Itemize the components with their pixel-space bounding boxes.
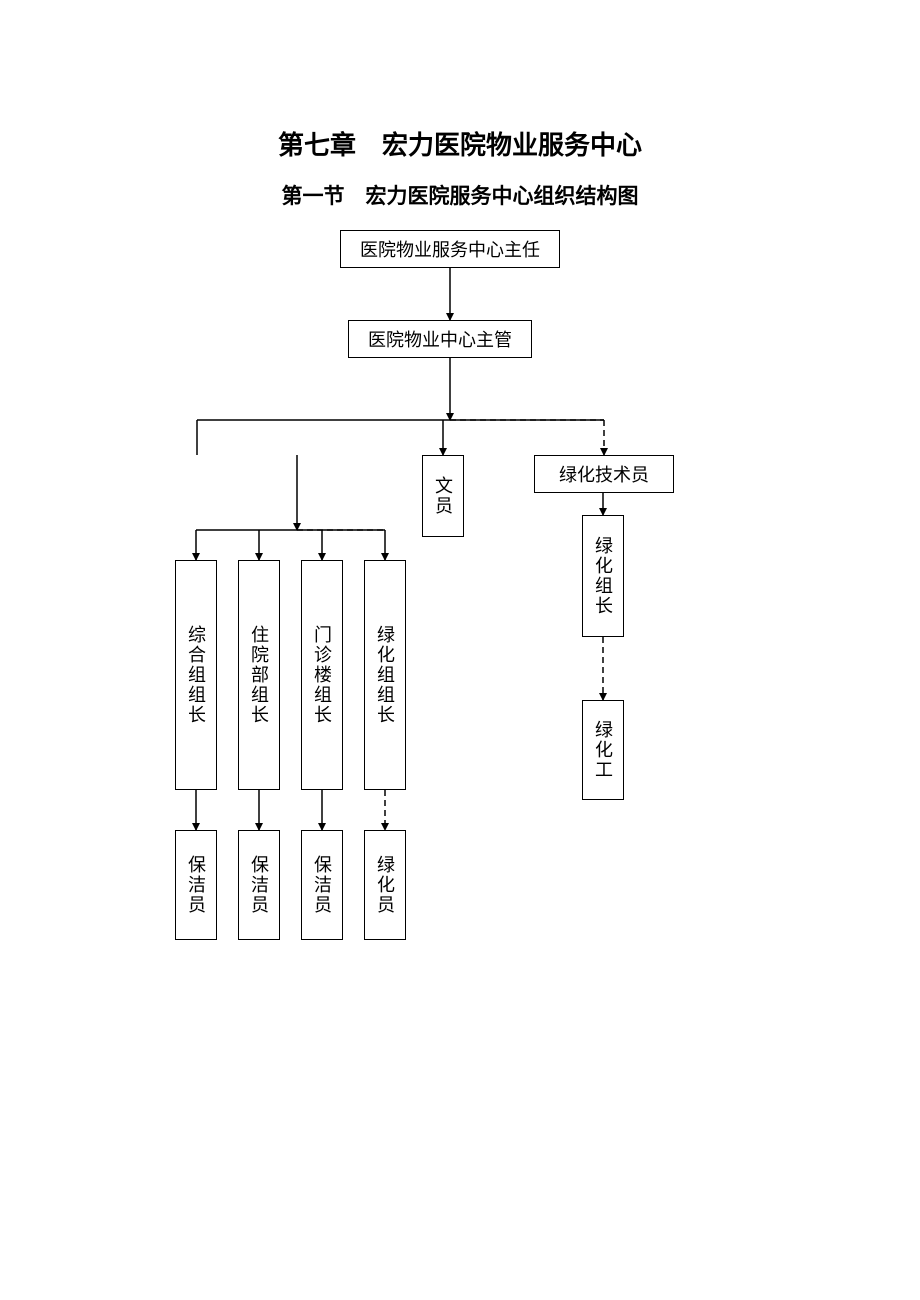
org-node-supervisor: 医院物业中心主管 bbox=[348, 320, 532, 358]
org-node-green_tech: 绿化技术员 bbox=[534, 455, 674, 493]
org-node-clerk: 文员 bbox=[422, 455, 464, 537]
org-node-green_wkr: 绿化工 bbox=[582, 700, 624, 800]
org-node-green_lead_r: 绿化组长 bbox=[582, 515, 624, 637]
org-node-lh_staff: 绿化员 bbox=[364, 830, 406, 940]
org-node-zh_staff: 保洁员 bbox=[175, 830, 217, 940]
org-node-lh_lead: 绿化组组长 bbox=[364, 560, 406, 790]
org-node-zy_lead: 住院部组长 bbox=[238, 560, 280, 790]
org-node-zh_lead: 综合组组长 bbox=[175, 560, 217, 790]
org-node-mz_staff: 保洁员 bbox=[301, 830, 343, 940]
chapter-title: 第七章 宏力医院物业服务中心 bbox=[0, 125, 920, 162]
section-title: 第一节 宏力医院服务中心组织结构图 bbox=[0, 180, 920, 210]
org-node-director: 医院物业服务中心主任 bbox=[340, 230, 560, 268]
org-node-mz_lead: 门诊楼组长 bbox=[301, 560, 343, 790]
org-node-zy_staff: 保洁员 bbox=[238, 830, 280, 940]
